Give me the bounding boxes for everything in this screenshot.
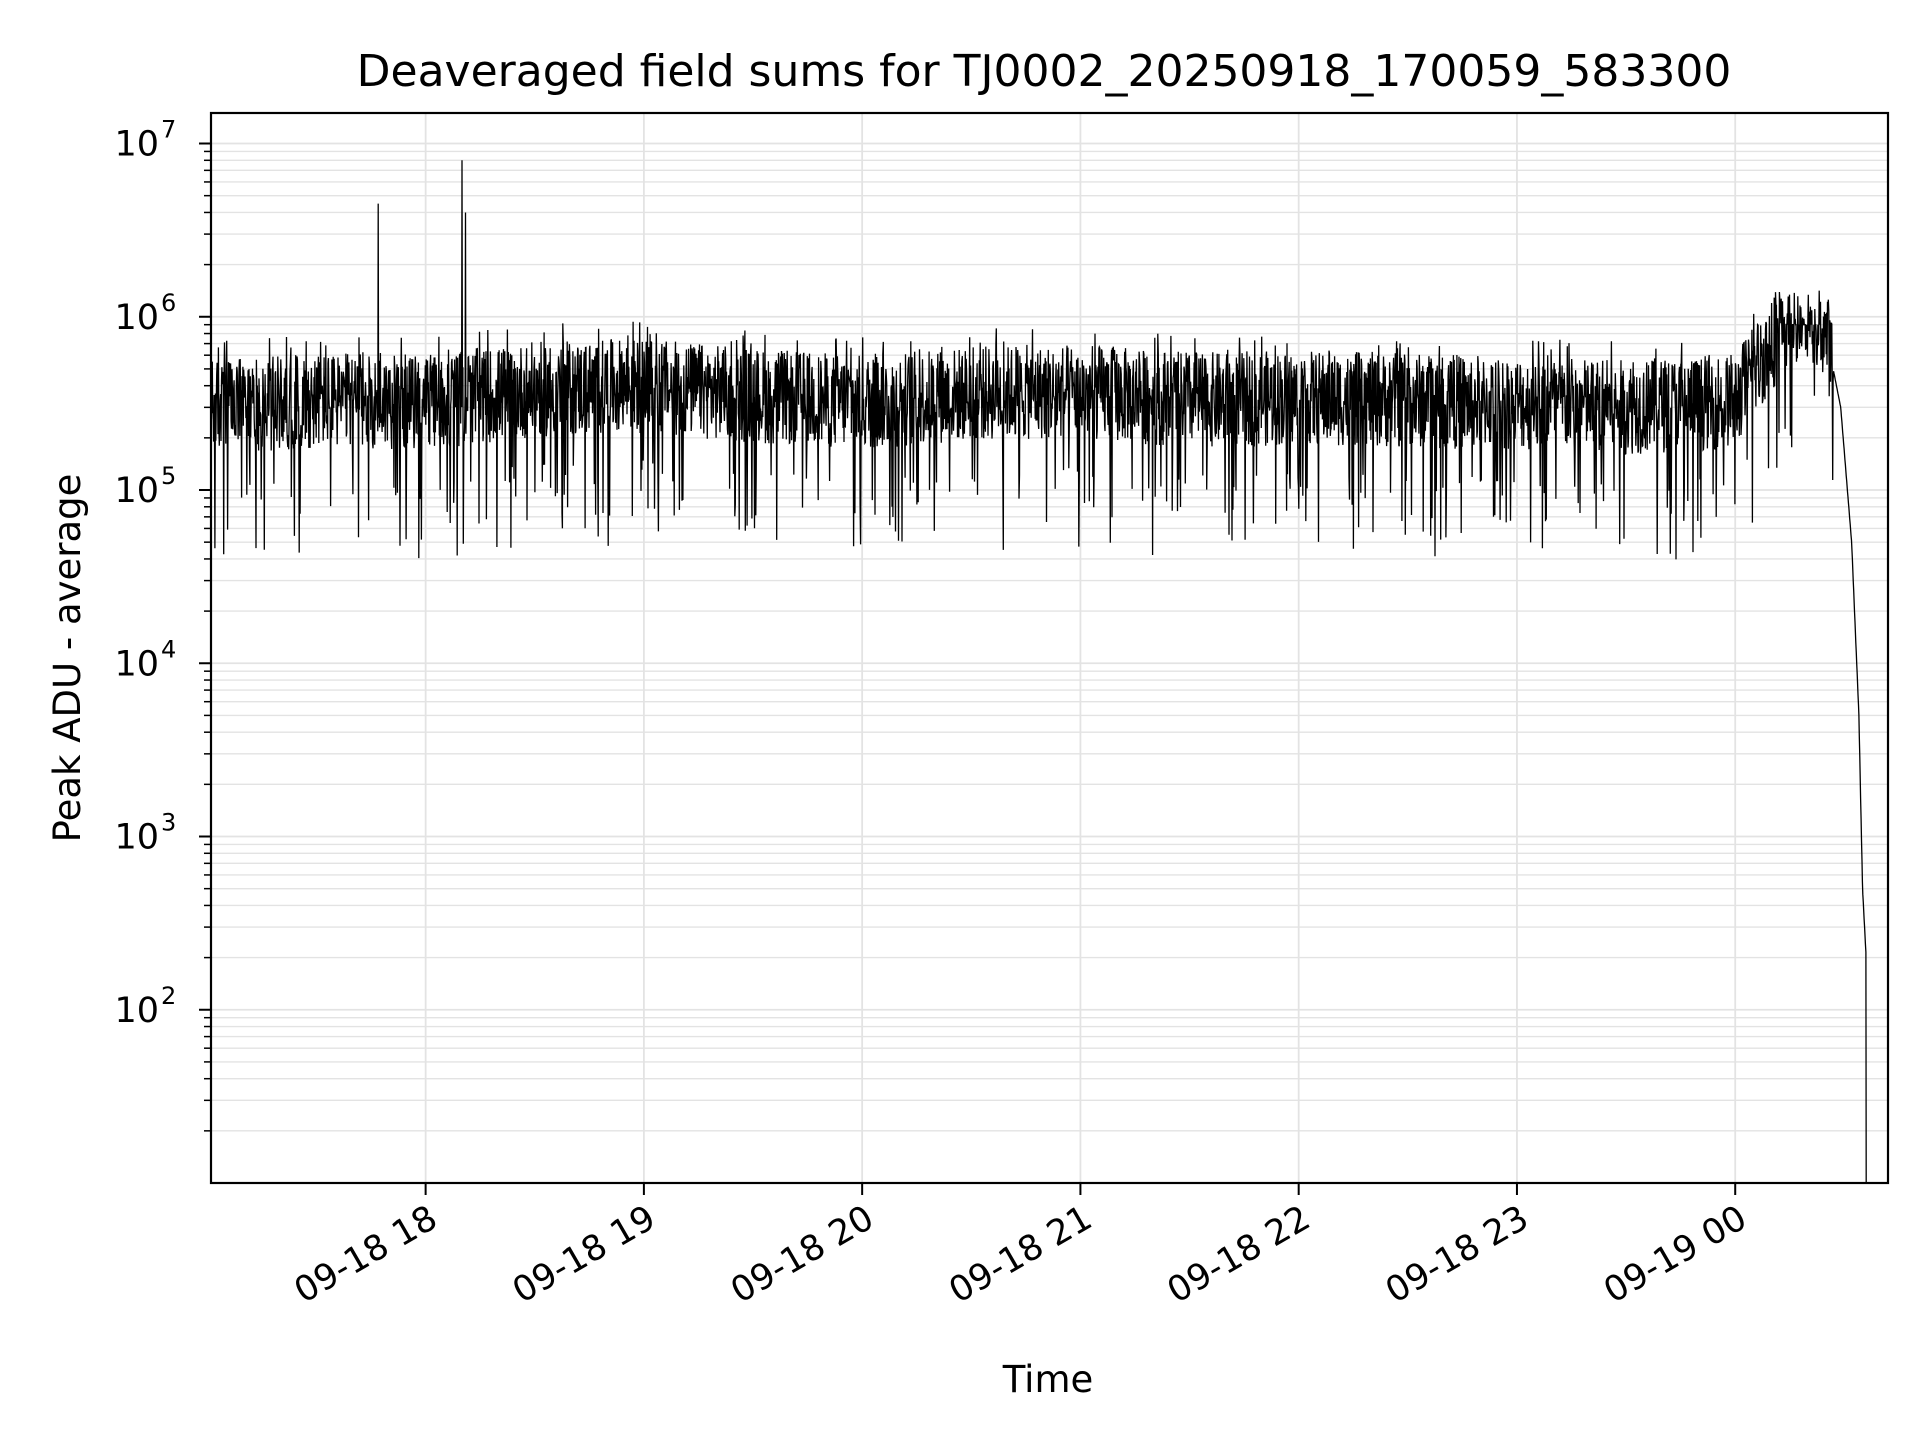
y-tick-label: 10 4: [114, 635, 176, 684]
y-tick-exponent: 2: [161, 982, 176, 1010]
grid-layer: [211, 113, 1888, 1184]
y-tick-label: 10 6: [114, 289, 176, 338]
y-tick-label: 10 2: [114, 982, 176, 1031]
y-tick-label: 10 7: [114, 116, 176, 165]
y-tick-exponent: 7: [161, 116, 176, 144]
y-tick-label: 10 3: [114, 809, 176, 858]
series-layer: [210, 160, 1867, 1184]
series-line: [210, 160, 1867, 1184]
y-tick-exponent: 3: [161, 809, 176, 837]
y-tick-label: 10 5: [114, 462, 176, 511]
y-tick-exponent: 6: [161, 289, 176, 317]
y-tick-base: 10: [114, 125, 159, 165]
x-axis-label: Time: [1002, 1358, 1094, 1401]
y-tick-base: 10: [114, 298, 159, 338]
y-tick-exponent: 5: [161, 462, 176, 490]
chart-title: Deaveraged field sums for TJ0002_2025091…: [357, 46, 1732, 97]
y-tick-base: 10: [114, 471, 159, 511]
y-tick-base: 10: [114, 991, 159, 1031]
plot-frame: [209, 111, 1890, 1185]
y-tick-base: 10: [114, 818, 159, 858]
y-axis-label: Peak ADU - average: [46, 474, 89, 843]
y-tick-base: 10: [114, 644, 159, 684]
y-tick-exponent: 4: [161, 635, 176, 663]
